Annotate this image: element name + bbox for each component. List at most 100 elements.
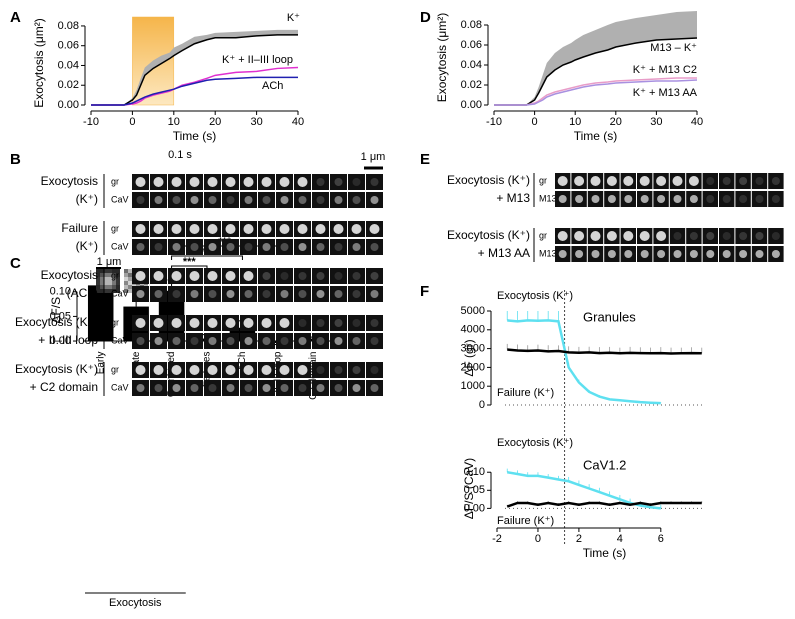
image-frame (186, 315, 203, 331)
frame-spot (316, 178, 325, 186)
image-frame (637, 191, 653, 207)
image-frame (669, 228, 686, 244)
image-frame (168, 174, 185, 190)
frame-spot (190, 290, 199, 298)
frame-spot (154, 196, 163, 204)
y-tick-label: 3000 (461, 343, 485, 355)
inset-pixel (116, 289, 120, 293)
image-frame (150, 286, 167, 302)
image-frame (258, 333, 275, 349)
image-frame (330, 286, 347, 302)
y-tick-label: 0 (479, 399, 485, 411)
image-frame (186, 362, 203, 378)
scale-label: 1 μm (97, 256, 122, 268)
frame-spot (261, 224, 272, 234)
image-frame (366, 221, 383, 237)
frame-spot (153, 271, 164, 281)
frame-spot (262, 290, 271, 298)
frame-spot (135, 224, 146, 234)
frame-spot (755, 232, 764, 240)
frame-spot (316, 384, 325, 392)
frame-spot (352, 366, 361, 374)
inset-pixel (108, 273, 112, 277)
frame-spot (208, 337, 217, 345)
image-frame (258, 239, 275, 255)
image-frame (686, 173, 702, 189)
length-scale-label: 1 μm (361, 151, 386, 163)
image-frame (186, 268, 203, 284)
image-frame (620, 246, 636, 262)
frame-spot (639, 176, 650, 186)
image-frame (222, 380, 239, 396)
frame-spot (574, 231, 585, 241)
frame-spot (262, 272, 271, 280)
frame-spot (226, 243, 235, 251)
inset-pixel (128, 269, 132, 273)
frame-spot (243, 365, 254, 375)
panel-letter: E (420, 151, 430, 168)
frame-spot (673, 250, 682, 258)
channel-label: gr (111, 317, 119, 327)
frame-spot (136, 384, 145, 392)
row-label: (K⁺) (76, 192, 98, 206)
inset-pixel (112, 281, 116, 285)
frame-spot (153, 177, 164, 187)
image-frame (276, 239, 293, 255)
image-frame (168, 221, 185, 237)
image-frame (132, 221, 149, 237)
frame-spot (370, 178, 379, 186)
image-frame (702, 246, 718, 262)
frame-spot (171, 177, 182, 187)
inset-pixel (108, 269, 112, 273)
inset-pixel (108, 281, 112, 285)
image-frame (348, 239, 365, 255)
image-frame (240, 380, 257, 396)
frame-spot (280, 337, 289, 345)
image-frame (294, 333, 311, 349)
inset-pixel (96, 281, 100, 285)
frame-spot (575, 250, 584, 258)
series-label: Failure (K⁺) (497, 515, 554, 527)
frame-spot (153, 365, 164, 375)
annotation: Granules (583, 309, 636, 324)
image-frame (312, 239, 329, 255)
image-frame (186, 221, 203, 237)
series-label: Exocytosis (K⁺) (497, 437, 573, 449)
image-frame (222, 362, 239, 378)
frame-spot (722, 250, 731, 258)
inset-pixel (116, 269, 120, 273)
channel-label: CaV (111, 194, 129, 204)
frame-spot (208, 196, 217, 204)
frame-spot (136, 290, 145, 298)
image-frame (150, 239, 167, 255)
image-frame (204, 192, 221, 208)
inset-pixel (124, 273, 128, 277)
x-tick-label: 6 (658, 533, 664, 545)
image-frame (294, 268, 311, 284)
frame-spot (280, 272, 289, 280)
y-tick-label: 0.05 (464, 484, 485, 496)
image-frame (768, 228, 784, 244)
image-frame (258, 268, 275, 284)
y-tick-label: 0.00 (464, 502, 485, 514)
image-frame (587, 246, 604, 262)
image-frame (653, 173, 669, 189)
image-frame (348, 221, 365, 237)
frame-spot (297, 365, 308, 375)
image-frame (294, 362, 311, 378)
series-line (494, 37, 698, 106)
frame-spot (624, 250, 633, 258)
image-frame (571, 228, 587, 244)
frame-spot (279, 365, 290, 375)
frame-spot (226, 290, 235, 298)
frame-spot (591, 250, 600, 258)
significance-bracket (171, 255, 243, 260)
frame-spot (153, 224, 164, 234)
frame-spot (334, 178, 343, 186)
image-frame (312, 221, 329, 237)
inset-pixel (128, 289, 132, 293)
image-frame (132, 239, 149, 255)
frame-spot (771, 250, 780, 258)
image-frame (366, 286, 383, 302)
image-frame (366, 192, 383, 208)
